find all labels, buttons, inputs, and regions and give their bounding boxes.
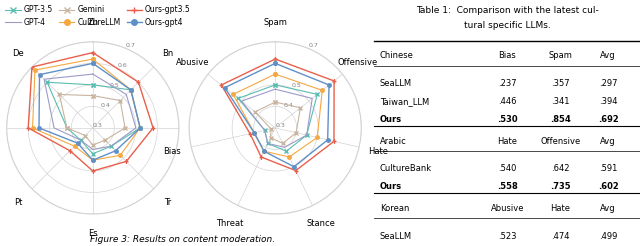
Text: .602: .602 [598, 183, 618, 191]
Text: Abusive: Abusive [490, 204, 524, 213]
Text: tural specific LLMs.: tural specific LLMs. [464, 21, 550, 30]
Text: Hate: Hate [497, 137, 517, 146]
Text: Bias: Bias [499, 51, 516, 60]
Text: .237: .237 [498, 79, 516, 88]
Text: SeaLLM: SeaLLM [380, 79, 412, 88]
Text: Chinese: Chinese [380, 51, 413, 60]
Text: Arabic: Arabic [380, 137, 406, 146]
Text: Avg: Avg [600, 51, 616, 60]
Text: Korean: Korean [380, 204, 409, 213]
Text: Ours: Ours [380, 183, 402, 191]
Text: Figure 3: Results on content moderation.: Figure 3: Results on content moderation. [90, 234, 275, 244]
Text: .446: .446 [498, 97, 516, 106]
Text: Avg: Avg [600, 137, 616, 146]
Text: Table 1:  Comparison with the latest cul-: Table 1: Comparison with the latest cul- [416, 6, 598, 15]
Text: Spam: Spam [548, 51, 572, 60]
Text: .591: .591 [599, 165, 618, 173]
Text: .854: .854 [550, 115, 571, 124]
Text: .530: .530 [497, 115, 518, 124]
Text: .357: .357 [551, 79, 570, 88]
Text: .692: .692 [598, 115, 618, 124]
Legend: GPT-3.5, GPT-4, Gemini, CultureLLM, Ours-gpt3.5, Ours-gpt4: GPT-3.5, GPT-4, Gemini, CultureLLM, Ours… [4, 4, 193, 29]
Text: Hate: Hate [550, 204, 570, 213]
Text: Ours: Ours [380, 115, 402, 124]
Text: Offensive: Offensive [540, 137, 580, 146]
Text: CultureBank: CultureBank [380, 165, 432, 173]
Text: .540: .540 [498, 165, 516, 173]
Text: SeaLLM: SeaLLM [380, 232, 412, 241]
Text: .474: .474 [551, 232, 570, 241]
Text: Taiwan_LLM: Taiwan_LLM [380, 97, 429, 106]
Text: .297: .297 [599, 79, 618, 88]
Text: Avg: Avg [600, 204, 616, 213]
Text: .642: .642 [551, 165, 570, 173]
Text: .558: .558 [497, 183, 518, 191]
Text: .499: .499 [599, 232, 618, 241]
Text: .735: .735 [550, 183, 571, 191]
Text: .523: .523 [498, 232, 516, 241]
Text: .394: .394 [599, 97, 618, 106]
Text: .341: .341 [551, 97, 570, 106]
